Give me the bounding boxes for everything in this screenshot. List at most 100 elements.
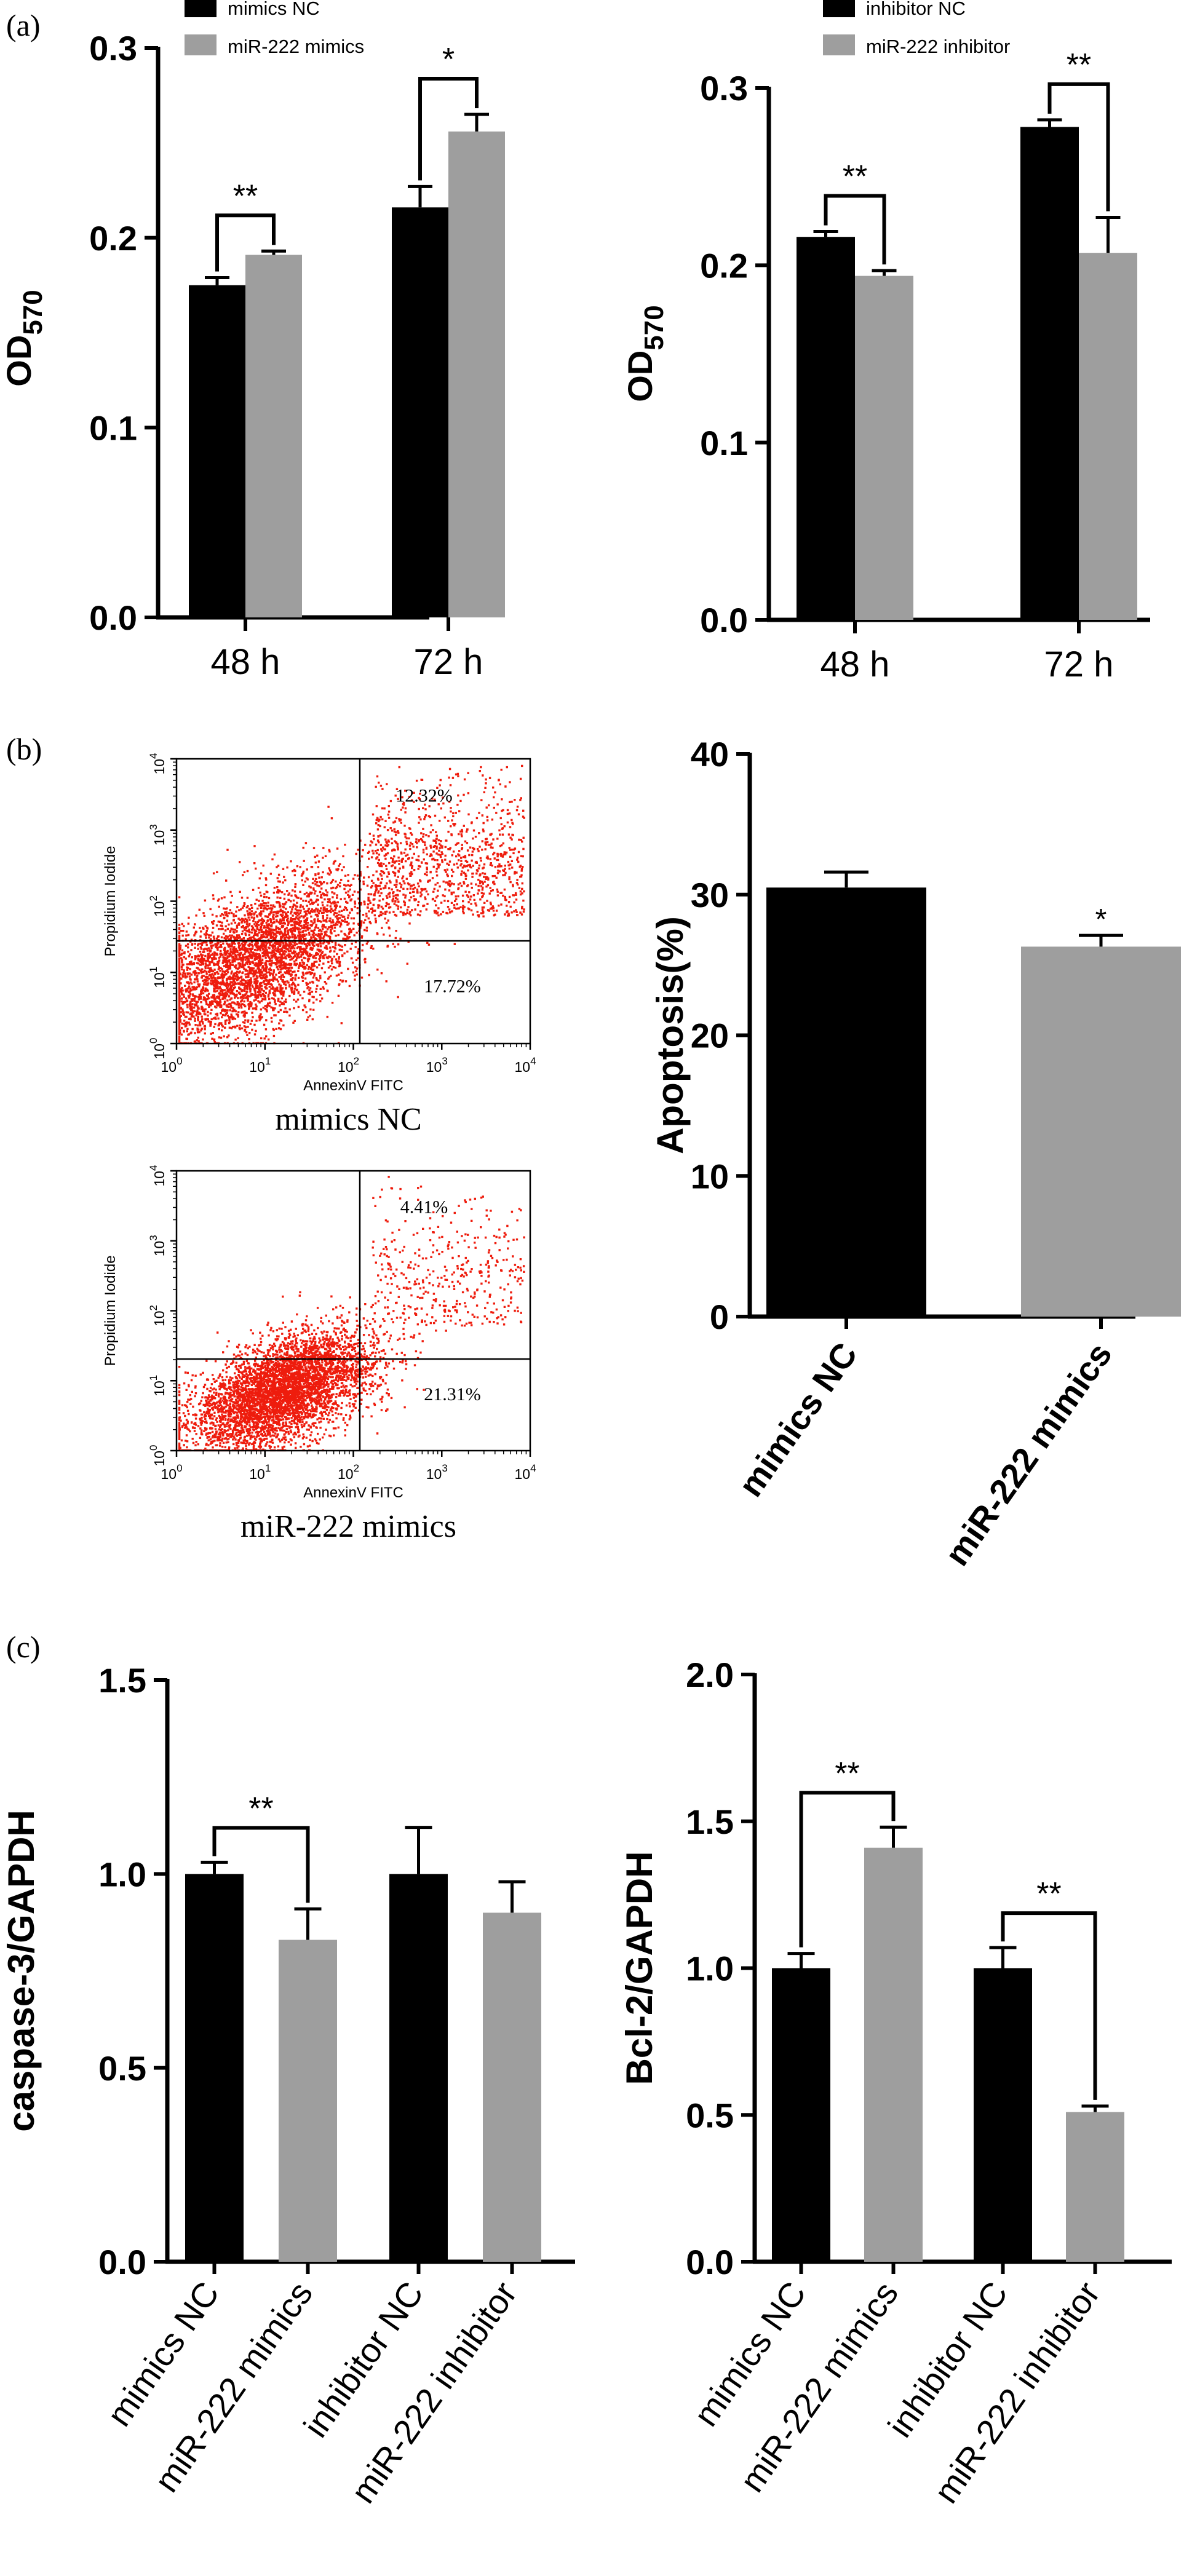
- legend-label: miR-222 mimics: [228, 36, 364, 57]
- y-axis-label: caspase-3/GAPDH: [1, 1810, 42, 2132]
- legend-swatch-mir-222-inhibitor: [823, 34, 855, 55]
- y-tick-label: 0.5: [686, 2096, 734, 2134]
- significance-marker: *: [1095, 903, 1107, 936]
- y-tick-label: 0.1: [700, 424, 748, 462]
- bar-mir-222-mimics: [279, 1940, 337, 2262]
- y-tick-label: 1.5: [98, 1661, 146, 1700]
- quadrant-upper-right-value: 4.41%: [400, 1197, 448, 1217]
- bar-mimics-nc-72-h: [392, 207, 448, 617]
- y-tick-label: 101: [148, 967, 167, 988]
- y-tick-label: 1.0: [686, 1949, 734, 1988]
- bar-mir-222-inhibitor: [1066, 2112, 1124, 2262]
- significance-bracket: [215, 213, 276, 272]
- y-tick-label: 104: [148, 1165, 167, 1186]
- y-tick-label: 20: [691, 1017, 729, 1055]
- panel-label-c: (c): [6, 1630, 41, 1664]
- legend-swatch-inhibitor-nc: [823, 0, 855, 17]
- y-tick-label: 0: [710, 1298, 729, 1336]
- bar-mir-222-mimics-48-h: [245, 255, 302, 617]
- bar-mir-222-inhibitor-48-h: [855, 275, 913, 620]
- y-tick-label: 0.0: [686, 2243, 734, 2281]
- quadrant-upper-right-value: 12.32%: [395, 785, 453, 806]
- significance-marker: *: [442, 42, 455, 77]
- scatter-events: [178, 1176, 525, 1452]
- y-axis-label: OD570: [621, 305, 669, 402]
- x-tick-label: 101: [249, 1055, 271, 1075]
- chart-od570-inhibitor: 0.0 0.1 0.2 0.3 48 h ** 72 h ** inhibitor NC miR-…: [621, 0, 1150, 684]
- y-axis-label: Propidium Iodide: [102, 846, 119, 956]
- chart-od570-mimics: 0.0 0.1 0.2 0.3 48 h ** 72 h * mimics NC miR-222 …: [0, 0, 505, 682]
- y-axis-label: Bcl-2/GAPDH: [619, 1851, 660, 2085]
- y-tick-label: 104: [148, 753, 167, 774]
- x-tick-label: 103: [426, 1462, 448, 1482]
- y-tick-label: 100: [148, 1037, 167, 1059]
- bar-mir-222-inhibitor-72-h: [1079, 253, 1137, 620]
- x-tick-label: mimics NC: [731, 1336, 865, 1504]
- y-tick-label: 0.0: [98, 2243, 146, 2281]
- y-axis-label: Apoptosis(%): [650, 916, 691, 1154]
- legend-label: miR-222 inhibitor: [866, 36, 1010, 57]
- bar-inhibitor-nc: [974, 1968, 1032, 2262]
- y-tick-label: 101: [148, 1375, 167, 1397]
- y-tick-label: 103: [148, 1235, 167, 1256]
- significance-marker: **: [1036, 1876, 1061, 1912]
- x-tick-label: 101: [249, 1462, 271, 1482]
- bar-mir-222-mimics: [1021, 946, 1181, 1317]
- bar-mir-222-inhibitor: [483, 1912, 541, 2262]
- y-tick-label: 0.1: [89, 408, 137, 447]
- significance-marker: **: [843, 159, 867, 195]
- x-tick-label: miR-222 inhibitor: [926, 2275, 1107, 2510]
- x-tick-label: 104: [514, 1462, 536, 1482]
- y-tick-label: 0.0: [89, 598, 137, 637]
- x-tick-label: miR-222 inhibitor: [343, 2275, 524, 2510]
- y-axis-label: Propidium Iodide: [102, 1255, 119, 1366]
- bar-inhibitor-nc-72-h: [1020, 127, 1079, 620]
- significance-marker: **: [248, 1791, 273, 1826]
- chart-apoptosis: 0 10 20 30 40 mimics NC miR-222 mimics * Apoptos…: [650, 735, 1181, 1572]
- y-axis-label: OD570: [0, 290, 48, 386]
- x-axis-label: AnnexinV FITC: [303, 1077, 403, 1094]
- y-tick-label: 0.3: [700, 69, 748, 108]
- y-tick-label: 0.5: [98, 2049, 146, 2088]
- x-tick-label: miR-222 mimics: [937, 1336, 1119, 1572]
- panel-label-a: (a): [6, 8, 41, 42]
- significance-bracket: [212, 1826, 310, 1903]
- quadrant-lower-right-value: 17.72%: [424, 977, 481, 997]
- significance-bracket: [1047, 82, 1110, 212]
- significance-bracket: [799, 1791, 896, 1948]
- bar-mimics-nc: [772, 1968, 830, 2262]
- x-tick-label: 102: [338, 1055, 359, 1075]
- significance-marker: **: [233, 178, 258, 214]
- significance-bracket: [418, 77, 479, 181]
- y-tick-label: 0.0: [700, 601, 748, 640]
- y-tick-label: 40: [691, 735, 729, 774]
- y-tick-label: 0.3: [89, 29, 137, 68]
- bar-mimics-nc: [185, 1874, 244, 2262]
- y-tick-label: 102: [148, 1305, 167, 1326]
- x-tick-label: 72 h: [1044, 644, 1114, 684]
- x-tick-label: 48 h: [211, 642, 280, 682]
- y-tick-label: 2.0: [686, 1655, 734, 1694]
- bar-inhibitor-nc: [389, 1874, 448, 2262]
- x-tick-label: 100: [161, 1462, 182, 1482]
- x-tick-label: 103: [426, 1055, 448, 1075]
- bar-mimics-nc-48-h: [189, 285, 245, 617]
- scatter-events: [178, 764, 525, 1045]
- scatter-dots: [178, 1176, 525, 1452]
- legend-label: mimics NC: [228, 0, 320, 19]
- y-tick-label: 100: [148, 1445, 167, 1466]
- legend-label: inhibitor NC: [866, 0, 966, 19]
- panel-label-b: (b): [6, 732, 42, 766]
- x-tick-label: 102: [338, 1462, 359, 1482]
- bar-mir-222-mimics: [864, 1847, 923, 2262]
- bar-mimics-nc: [766, 887, 926, 1317]
- x-tick-label: 100: [161, 1055, 182, 1075]
- legend-swatch-mimics-nc: [185, 0, 217, 17]
- y-tick-label: 103: [148, 824, 167, 846]
- legend-swatch-mir-222-mimics: [185, 34, 217, 55]
- y-tick-label: 1.5: [686, 1802, 734, 1841]
